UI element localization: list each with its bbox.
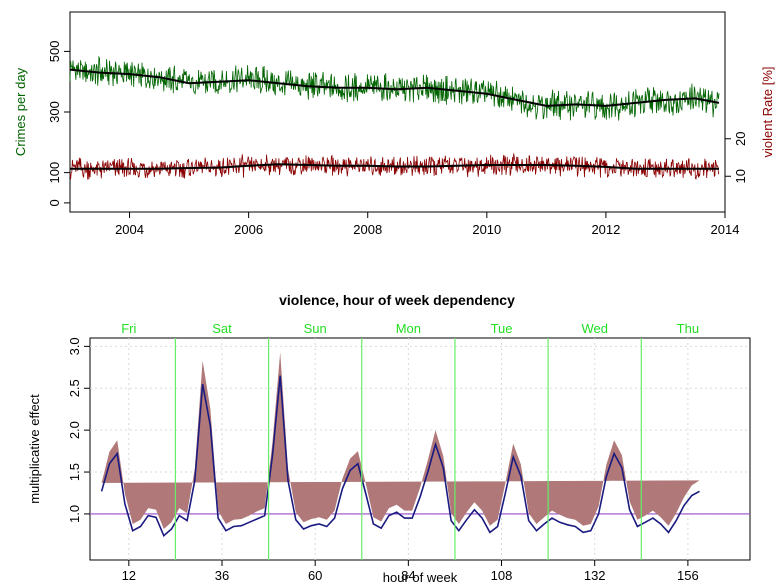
x-tick-label: 2012: [591, 222, 620, 237]
series-smoothed-line: [70, 163, 719, 170]
series-smoothed-line: [69, 68, 720, 107]
day-label: Sun: [304, 321, 327, 336]
series-noisy-trace: [69, 55, 720, 121]
top-axes: 2004 2006 2008 2010 2012 2014 0 100 300 500 10 20: [47, 41, 748, 237]
day-label: Tue: [491, 321, 513, 336]
band-area: [101, 352, 700, 529]
x-tick-label: 2006: [234, 222, 263, 237]
day-label: Thu: [677, 321, 699, 336]
y-tick-label: 300: [47, 101, 62, 123]
bottom-title: violence, hour of week dependency: [279, 292, 515, 308]
x-tick-label: 60: [308, 568, 322, 583]
crimes-series: [69, 55, 720, 121]
violent-rate-series: [69, 153, 720, 180]
y-tick-label: 1.5: [67, 463, 82, 481]
confidence-band: [101, 352, 700, 529]
effect-line: [100, 375, 700, 538]
top-ylabel-left: Crimes per day: [13, 67, 28, 156]
y-tick-label: 1.0: [67, 505, 82, 523]
x-tick-label: 2004: [115, 222, 144, 237]
bottom-xlabel: hour of week: [383, 570, 458, 585]
x-tick-label: 2010: [472, 222, 501, 237]
y-tick-label: 2.0: [67, 421, 82, 439]
day-label: Fri: [121, 321, 136, 336]
day-label: Mon: [396, 321, 421, 336]
y-tick-label: 0: [47, 199, 62, 206]
y-tick-label: 2.5: [67, 379, 82, 397]
day-separators: Fri Sat Sun Mon Tue Wed Thu: [121, 321, 699, 560]
y-right-tick-label: 10: [733, 169, 748, 183]
x-tick-label: 2008: [353, 222, 382, 237]
x-tick-label: 108: [491, 568, 513, 583]
day-label: Sat: [212, 321, 232, 336]
bottom-ylabel: multiplicative effect: [27, 394, 42, 504]
x-tick-label: 156: [677, 568, 699, 583]
y-tick-label: 500: [47, 41, 62, 63]
y-tick-label: 100: [47, 162, 62, 184]
x-tick-label: 2014: [711, 222, 740, 237]
y-tick-label: 3.0: [67, 337, 82, 355]
y-right-tick-label: 20: [733, 132, 748, 146]
top-ylabel-right: violent Rate [%]: [760, 66, 775, 157]
x-tick-label: 36: [215, 568, 229, 583]
day-label: Wed: [581, 321, 608, 336]
bottom-grid: [90, 338, 750, 560]
effect-polyline: [100, 375, 700, 538]
top-chart: 2004 2006 2008 2010 2012 2014 0 100 300 500 10 20 C…: [13, 11, 775, 237]
bottom-plot-frame: [89, 337, 751, 561]
x-tick-label: 84: [401, 568, 415, 583]
top-plot-frame: [69, 11, 726, 213]
bottom-axes: 12 36 60 84 108 132 156 1.0 1.5 2.0 2.5 3.0: [67, 337, 699, 583]
x-tick-label: 12: [122, 568, 136, 583]
bottom-chart: violence, hour of week dependency Fri Sat…: [27, 292, 751, 585]
x-tick-label: 132: [584, 568, 606, 583]
